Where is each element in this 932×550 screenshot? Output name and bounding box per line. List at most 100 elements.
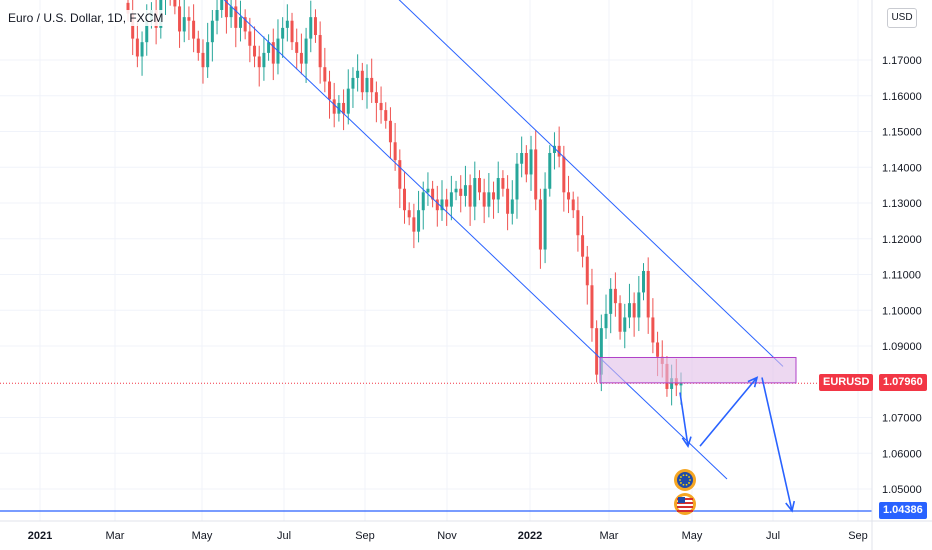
candle-body — [337, 102, 341, 114]
eu-flag-star — [682, 474, 685, 477]
candle-body — [534, 149, 538, 200]
candle-body — [435, 199, 439, 211]
candle-body — [323, 67, 327, 82]
candle-body — [220, 0, 224, 10]
candle-body — [304, 38, 308, 64]
candle-body — [281, 27, 285, 39]
candle-body — [417, 210, 421, 232]
time-tick-label: May — [192, 530, 213, 542]
candle-body — [618, 303, 622, 332]
candle-body — [210, 20, 214, 43]
price-tick-label: 1.06000 — [882, 448, 922, 460]
candle-body — [342, 102, 346, 114]
candle-body — [581, 235, 585, 257]
candle-body — [473, 178, 477, 207]
projection-arrowhead — [747, 376, 759, 388]
projection-arrowhead — [785, 500, 796, 513]
candle-body — [543, 188, 547, 250]
time-tick-label: Sep — [355, 530, 375, 542]
candle-body — [440, 199, 444, 211]
candle-body — [126, 2, 130, 14]
candle-body — [135, 38, 139, 57]
eu-flag-star — [679, 479, 681, 481]
candle-body — [496, 178, 500, 200]
candle-body — [449, 192, 453, 207]
drawings-layer[interactable] — [0, 0, 872, 513]
last-price-symbol-badge: EURUSD — [819, 374, 874, 391]
candle-body — [524, 152, 528, 175]
eu-flag-star — [689, 479, 691, 481]
price-tick-label: 1.09000 — [882, 341, 922, 353]
price-tick-label: 1.14000 — [882, 162, 922, 174]
price-tick-label: 1.12000 — [882, 234, 922, 246]
candle-body — [173, 0, 177, 7]
currency-badge[interactable]: USD — [887, 8, 917, 28]
candle-body — [637, 292, 641, 318]
candle-body — [229, 6, 233, 18]
projection-arrowhead — [681, 436, 692, 448]
candle-body — [332, 99, 336, 114]
candle-body — [510, 199, 514, 214]
candle-body — [360, 70, 364, 93]
candle-body — [234, 6, 238, 28]
price-tick-label: 1.15000 — [882, 127, 922, 139]
candle-body — [590, 285, 594, 329]
candle-body — [492, 192, 496, 200]
time-tick-label: Mar — [600, 530, 619, 542]
candle-body — [271, 42, 275, 64]
eu-flag-star — [685, 483, 688, 486]
time-tick-label: Jul — [277, 530, 291, 542]
time-tick-label: Mar — [106, 530, 125, 542]
candle-body — [445, 199, 449, 207]
time-tick-label: Sep — [848, 530, 868, 542]
last-price-badge: 1.07960 — [879, 374, 927, 391]
time-tick-label: May — [682, 530, 703, 542]
candle-body — [459, 188, 463, 196]
eu-flag-star — [688, 476, 690, 478]
candle-body — [393, 142, 397, 161]
candle-body — [670, 378, 674, 389]
candle-body — [238, 17, 242, 28]
candle-body — [243, 17, 247, 32]
candle-body — [215, 9, 219, 21]
candle-body — [421, 192, 425, 211]
candle-body — [454, 188, 458, 193]
candle-body — [267, 42, 271, 53]
eu-flag-star — [688, 482, 690, 484]
candle-body — [328, 81, 332, 100]
price-tick-label: 1.10000 — [882, 305, 922, 317]
eu-flag-star — [682, 483, 685, 486]
candle-body — [285, 20, 289, 28]
candle-body — [295, 42, 299, 53]
channel-upper-line — [398, 0, 784, 367]
candle-body — [426, 188, 430, 193]
eu-flag-disc — [677, 472, 693, 488]
time-tick-label: 2021 — [28, 530, 52, 542]
projection-arrow-segment — [679, 392, 689, 447]
price-tick-label: 1.11000 — [882, 270, 921, 282]
eu-flag-star — [685, 474, 688, 477]
candle-body — [604, 313, 608, 329]
price-tick-label: 1.07000 — [882, 413, 922, 425]
candle-body — [585, 256, 589, 286]
us-flag-icon — [674, 493, 696, 515]
candle-body — [206, 42, 210, 68]
eu-flag-icon — [674, 469, 696, 491]
candle-body — [374, 92, 378, 103]
candle-body — [482, 192, 486, 207]
candle-body — [567, 192, 571, 200]
us-flag-stripe — [677, 506, 693, 508]
candle-body — [520, 152, 524, 164]
price-tick-label: 1.16000 — [882, 91, 922, 103]
candle-body — [224, 0, 228, 18]
candle-body — [529, 149, 533, 175]
candle-body — [196, 38, 200, 53]
time-tick-label: Nov — [437, 530, 457, 542]
us-flag-stripe — [677, 510, 693, 512]
symbol-title[interactable]: Euro / U.S. Dollar, 1D, FXCM — [6, 10, 166, 26]
candle-body — [407, 210, 411, 218]
candle-body — [262, 52, 266, 68]
candle-body — [379, 102, 383, 111]
